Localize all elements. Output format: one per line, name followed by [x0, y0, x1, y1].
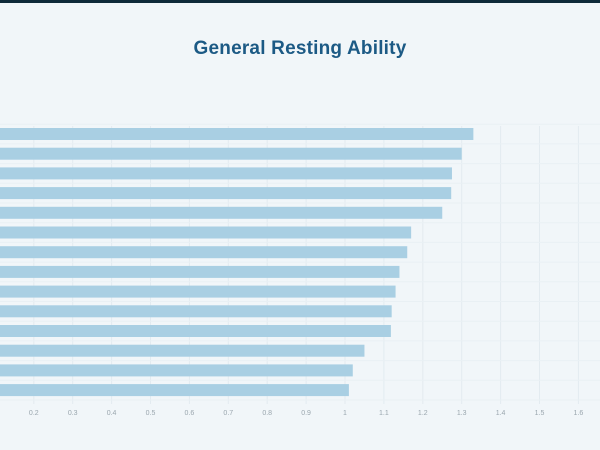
- bar: [0, 226, 412, 239]
- bar: [0, 187, 452, 200]
- x-tick-label: 1.5: [535, 410, 545, 417]
- x-tick-label: 0.4: [107, 410, 117, 417]
- x-tick-label: 0.9: [301, 410, 311, 417]
- bar: [0, 305, 392, 318]
- bar: [0, 344, 365, 357]
- bar: [0, 167, 452, 180]
- chart-title: General Resting Ability: [193, 38, 407, 59]
- x-tick-label: 1.1: [379, 410, 389, 417]
- bar: [0, 384, 349, 397]
- x-tick-label: 1: [343, 410, 347, 417]
- bar: [0, 246, 408, 259]
- bar: [0, 364, 353, 377]
- x-axis-ticks: 0.2 0.3 0.4 0.5 0.6 0.7 0.8 0.9 1 1.1 1.2 1.3 1.4 1.5…: [29, 410, 583, 417]
- x-tick-label: 1.4: [496, 410, 506, 417]
- bar: [0, 147, 462, 160]
- bars: [0, 128, 474, 397]
- x-tick-label: 0.2: [29, 410, 39, 417]
- bar: [0, 128, 474, 140]
- grid-lines: [0, 123, 600, 404]
- x-tick-label: 0.7: [223, 410, 233, 417]
- bar: [0, 206, 443, 219]
- x-tick-label: 1.6: [574, 410, 584, 417]
- x-tick-label: 0.3: [68, 410, 78, 417]
- x-tick-label: 1.2: [418, 410, 428, 417]
- bar: [0, 285, 396, 298]
- x-tick-label: 1.3: [457, 410, 467, 417]
- bar: [0, 265, 400, 278]
- top-border-strip: [0, 0, 600, 3]
- bar: [0, 325, 391, 337]
- x-tick-label: 0.5: [146, 410, 156, 417]
- x-tick-label: 0.6: [185, 410, 195, 417]
- x-tick-label: 0.8: [262, 410, 272, 417]
